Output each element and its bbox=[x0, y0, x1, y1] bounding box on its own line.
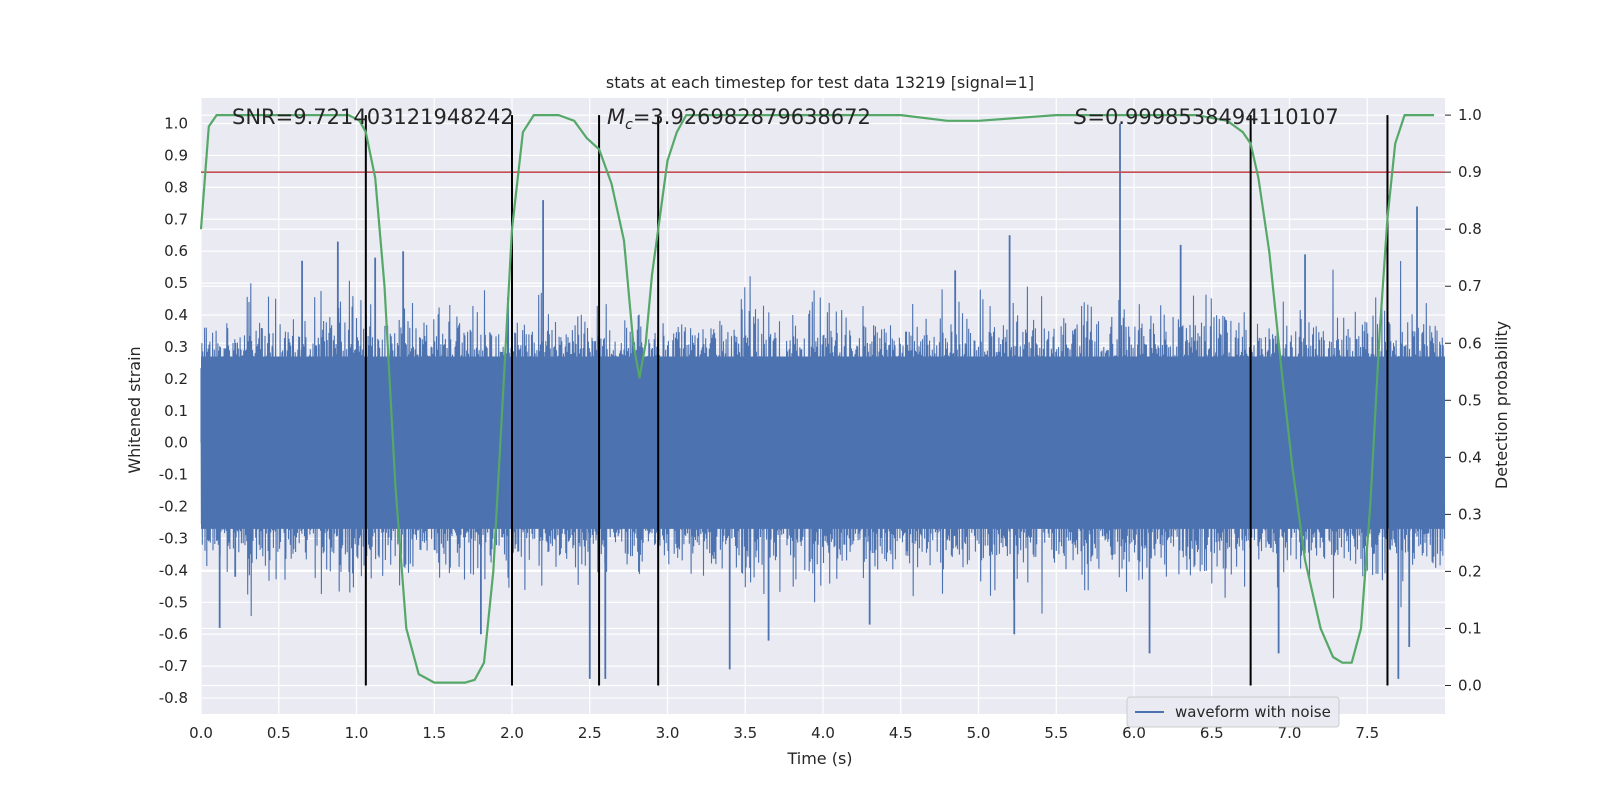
y-left-tick-label: -0.8 bbox=[159, 689, 188, 707]
mc-value: =3.926982879638672 bbox=[633, 105, 871, 129]
y-axis-right-title: Detection probability bbox=[1492, 321, 1511, 489]
x-tick-label: 0.5 bbox=[267, 724, 291, 742]
y-left-tick-label: 0.7 bbox=[164, 210, 188, 228]
y-right-ticks: 0.0 0.1 0.2 0.3 0.4 0.5 0.6 0.7 0.8 0.9 1.0 bbox=[1445, 106, 1482, 694]
y-right-tick-label: 0.6 bbox=[1458, 334, 1482, 352]
y-left-tick-label: 0.2 bbox=[164, 370, 188, 388]
mc-subscript: c bbox=[625, 117, 633, 133]
probability-line bbox=[199, 113, 1435, 684]
x-tick-label: 7.5 bbox=[1355, 724, 1379, 742]
x-tick-label: 0.0 bbox=[189, 724, 213, 742]
legend-box bbox=[1126, 696, 1340, 728]
y-left-tick-label: -0.4 bbox=[159, 561, 188, 579]
x-tick-label: 4.0 bbox=[811, 724, 835, 742]
x-tick-label: 3.5 bbox=[733, 724, 757, 742]
s-value: =0.9998538494110107 bbox=[1087, 105, 1338, 129]
y-right-tick-label: 0.2 bbox=[1458, 562, 1482, 580]
waveform-core bbox=[201, 356, 1445, 529]
y-right-tick-label: 0.1 bbox=[1458, 619, 1482, 637]
y-right-tick-label: 0.5 bbox=[1458, 391, 1482, 409]
y-left-tick-label: 0.0 bbox=[164, 434, 188, 452]
snr-label: SNR=9.721403121948242 bbox=[232, 105, 514, 129]
y-right-tick-label: 0.8 bbox=[1458, 220, 1482, 238]
x-tick-label: 5.5 bbox=[1044, 724, 1068, 742]
y-left-tick-label: 0.4 bbox=[164, 306, 188, 324]
y-left-tick-label: 0.5 bbox=[164, 274, 188, 292]
mc-symbol: M bbox=[607, 105, 625, 129]
x-tick-label: 2.0 bbox=[500, 724, 524, 742]
x-tick-label: 7.0 bbox=[1278, 724, 1302, 742]
y-right-tick-label: 0.7 bbox=[1458, 277, 1482, 295]
legend: waveform with noise bbox=[1126, 696, 1340, 728]
probability-series bbox=[199, 113, 1435, 684]
y-left-tick-label: 0.6 bbox=[164, 242, 188, 260]
x-tick-label: 5.0 bbox=[967, 724, 991, 742]
y-left-tick-label: 1.0 bbox=[164, 115, 188, 133]
y-axis-left-title: Whitened strain bbox=[125, 346, 144, 473]
y-right-tick-label: 0.3 bbox=[1458, 505, 1482, 523]
x-tick-label: 1.0 bbox=[345, 724, 369, 742]
y-left-tick-label: -0.5 bbox=[159, 593, 188, 611]
y-left-tick-label: 0.1 bbox=[164, 402, 188, 420]
y-left-tick-label: 0.3 bbox=[164, 338, 188, 356]
x-ticks: 0.0 0.5 1.0 1.5 2.0 2.5 3.0 3.5 4.0 4.5 5.0 5.5 6.0 6… bbox=[189, 724, 1379, 742]
y-left-tick-label: -0.2 bbox=[159, 498, 188, 516]
mc-label: Mc=3.926982879638672 bbox=[607, 105, 871, 133]
x-tick-label: 2.5 bbox=[578, 724, 602, 742]
y-right-tick-label: 0.4 bbox=[1458, 448, 1482, 466]
strain-series bbox=[200, 123, 1446, 679]
y-left-ticks: -0.8 -0.7 -0.6 -0.5 -0.4 -0.3 -0.2 -0.1 0.0 0.1 0.… bbox=[159, 115, 188, 708]
y-right-tick-label: 1.0 bbox=[1458, 106, 1482, 124]
y-left-tick-label: -0.7 bbox=[159, 657, 188, 675]
y-right-tick-label: 0.9 bbox=[1458, 163, 1482, 181]
s-label: S=0.9998538494110107 bbox=[1074, 105, 1339, 129]
y-left-tick-label: 0.9 bbox=[164, 146, 188, 164]
legend-label: waveform with noise bbox=[1175, 703, 1331, 721]
y-left-tick-label: 0.8 bbox=[164, 178, 188, 196]
y-left-tick-label: -0.3 bbox=[159, 529, 188, 547]
x-tick-label: 3.0 bbox=[656, 724, 680, 742]
x-tick-label: 1.5 bbox=[422, 724, 446, 742]
s-symbol: S bbox=[1074, 105, 1087, 129]
y-right-tick-label: 0.0 bbox=[1458, 676, 1482, 694]
x-axis-title: Time (s) bbox=[786, 749, 852, 768]
y-left-tick-label: -0.6 bbox=[159, 625, 188, 643]
x-tick-label: 6.5 bbox=[1200, 724, 1224, 742]
x-tick-label: 4.5 bbox=[889, 724, 913, 742]
x-tick-label: 6.0 bbox=[1122, 724, 1146, 742]
y-left-tick-label: -0.1 bbox=[159, 466, 188, 484]
chart-title: stats at each timestep for test data 132… bbox=[606, 73, 1034, 92]
